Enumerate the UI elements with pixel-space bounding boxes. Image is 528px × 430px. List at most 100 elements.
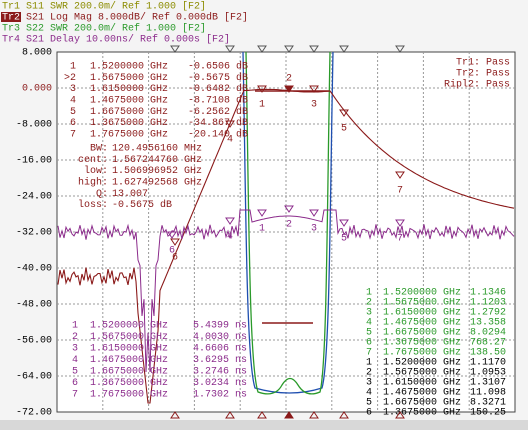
marker-label: 5 <box>341 234 347 245</box>
marker-number: 2 <box>366 368 372 379</box>
marker-number: 6 <box>72 378 78 389</box>
marker-frequency: 1.5675000 GHz <box>383 368 461 379</box>
axis-marker <box>339 411 349 419</box>
trace-id: Tr3 <box>2 24 20 35</box>
marker-triangle <box>225 120 235 128</box>
marker-number: 1 <box>366 288 372 299</box>
marker-label: 6 <box>169 246 175 257</box>
marker-frequency: 1.5200000 GHz <box>383 288 461 299</box>
bw-label: loss: <box>78 199 108 211</box>
marker-label: 1 <box>259 100 265 111</box>
trace-id: Tr2 <box>2 13 20 24</box>
marker-value: 3.6295 ns <box>193 355 247 366</box>
marker-number: 7 <box>366 348 372 359</box>
marker-frequency: 1.5200000 GHz <box>90 62 168 73</box>
marker-value: 1.7302 ns <box>193 390 247 401</box>
trace-param: S11 <box>26 2 44 13</box>
marker-value: 1.0953 <box>470 368 506 379</box>
marker-number: 4 <box>70 96 76 107</box>
marker-value: -8.7108 dB <box>188 95 248 107</box>
marker-label: 7 <box>397 186 403 197</box>
marker-frequency: 1.6675000 GHz <box>90 367 168 378</box>
marker-value: 138.50 <box>470 348 506 359</box>
trace-param: S22 <box>26 24 44 35</box>
trace-setting: Log Mag 8.000dB/ Ref 0.000dB [F2] <box>50 12 248 24</box>
marker-number: 7 <box>72 390 78 401</box>
marker-value: 4.6606 ns <box>193 344 247 355</box>
trace-setting: Delay 10.00ns/ Ref 0.000s [F2] <box>50 34 230 46</box>
marker-triangle <box>284 85 294 93</box>
bw-label: low: <box>84 165 108 177</box>
marker-triangle <box>167 231 177 239</box>
y-axis-label: -64.00 <box>16 372 52 383</box>
marker-number: >2 <box>64 73 76 84</box>
marker-value: 11.098 <box>470 388 506 399</box>
marker-label: 2 <box>286 220 292 231</box>
axis-marker <box>309 45 319 53</box>
marker-frequency: 1.7675000 GHz <box>383 348 461 359</box>
axis-marker <box>170 411 180 419</box>
marker-number: 4 <box>72 355 78 366</box>
y-axis-label: -8.000 <box>16 120 52 131</box>
marker-value: 768.27 <box>470 338 506 349</box>
axis-marker <box>395 411 405 419</box>
marker-frequency: 1.3675000 GHz <box>90 378 168 389</box>
bw-value: 1.627492568 GHz <box>112 178 202 189</box>
y-axis-label: -32.00 <box>16 228 52 239</box>
marker-number: 4 <box>366 388 372 399</box>
trace-tr1 <box>242 51 334 394</box>
y-axis-label: -24.00 <box>16 192 52 203</box>
marker-frequency: 1.6150000 GHz <box>90 344 168 355</box>
marker-value: 13.358 <box>470 318 506 329</box>
marker-number: 5 <box>70 107 76 118</box>
marker-frequency: 1.6150000 GHz <box>383 378 461 389</box>
marker-number: 5 <box>366 398 372 409</box>
axis-marker <box>395 45 405 53</box>
y-axis-label: -72.00 <box>16 408 52 419</box>
axis-marker <box>225 411 235 419</box>
marker-value: 1.1170 <box>470 358 506 369</box>
axis-marker <box>257 45 267 53</box>
marker-number: 5 <box>72 367 78 378</box>
y-axis-label: -16.00 <box>16 156 52 167</box>
marker-label: 5 <box>341 124 347 135</box>
marker-number: 2 <box>366 298 372 309</box>
marker-number: 3 <box>72 344 78 355</box>
axis-marker <box>257 411 267 419</box>
marker-frequency: 1.4675000 GHz <box>90 96 168 107</box>
trace-param: S21 <box>26 35 44 46</box>
y-axis-label: -40.00 <box>16 264 52 275</box>
marker-frequency: 1.6675000 GHz <box>90 107 168 118</box>
bw-value: 120.4956160 MHz <box>112 144 202 155</box>
marker-frequency: 1.5200000 GHz <box>383 358 461 369</box>
trace-setting: SWR 200.0m/ Ref 1.000 [F2] <box>50 23 206 35</box>
marker-triangle <box>257 85 267 93</box>
marker-label: 1 <box>259 224 265 235</box>
marker-number: 1 <box>366 358 372 369</box>
marker-number: 6 <box>70 118 76 129</box>
marker-value: 1.1203 <box>470 298 506 309</box>
marker-value: 3.2746 ns <box>193 367 247 378</box>
trace-id: Tr4 <box>2 35 20 46</box>
limit-status: Tr1: Pass <box>456 58 510 69</box>
marker-value: -0.6506 dB <box>188 61 248 73</box>
trace-tr4 <box>57 209 515 373</box>
y-axis-label: -48.00 <box>16 300 52 311</box>
marker-frequency: 1.7675000 GHz <box>90 390 168 401</box>
marker-triangle <box>339 109 349 117</box>
marker-frequency: 1.3675000 GHz <box>383 408 461 419</box>
marker-frequency: 1.6675000 GHz <box>383 328 461 339</box>
limit-status: Ripl2: Pass <box>444 79 510 91</box>
bw-label: Q: <box>96 189 108 200</box>
status-bar <box>0 420 528 430</box>
marker-frequency: 1.5675000 GHz <box>383 298 461 309</box>
marker-number: 3 <box>366 308 372 319</box>
marker-frequency: 1.5200000 GHz <box>90 321 168 332</box>
marker-value: 8.3271 <box>470 398 506 409</box>
marker-number: 6 <box>366 338 372 349</box>
trace-setting: SWR 200.0m/ Ref 1.000 [F2] <box>50 1 206 13</box>
marker-triangle <box>309 85 319 93</box>
marker-value: -6.2562 dB <box>188 106 248 118</box>
bw-label: BW: <box>90 144 108 155</box>
